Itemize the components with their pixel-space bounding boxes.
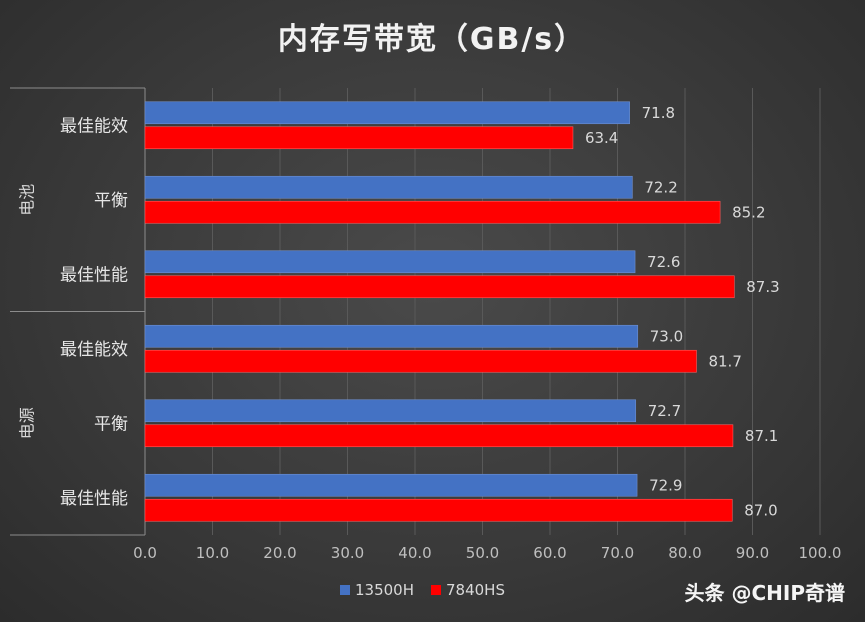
data-label-13500H: 73.0 [650,327,683,345]
bar-13500H [144,324,639,348]
bar-7840HS [144,498,733,522]
x-tick-label: 100.0 [799,544,842,562]
data-label-13500H: 71.8 [642,104,675,122]
x-tick-label: 10.0 [196,544,229,562]
category-label: 平衡 [94,191,128,211]
bar-13500H [144,175,633,199]
group-label: 电源 [18,407,37,439]
x-tick-label: 80.0 [668,544,701,562]
group-label: 电池 [18,184,37,216]
bar-13500H [144,473,638,497]
data-label-7840HS: 81.7 [708,352,741,370]
category-label: 最佳能效 [60,116,128,136]
data-label-7840HS: 85.2 [732,203,765,221]
x-tick-label: 40.0 [398,544,431,562]
bar-7840HS [144,424,734,448]
bar-7840HS [144,349,697,373]
x-tick-label: 20.0 [263,544,296,562]
x-axis-ticks: 0.0 10.0 20.0 30.0 40.0 50.0 60.0 70.0 80.0 90.0 1… [133,544,841,562]
watermark: 头条 @CHIP奇谱 [685,581,845,605]
legend: 13500H 7840HS [340,581,505,599]
data-label-13500H: 72.9 [649,476,682,494]
category-label: 平衡 [94,414,128,434]
data-label-13500H: 72.2 [644,178,677,196]
legend-swatch-7840HS [431,585,441,595]
x-tick-label: 30.0 [331,544,364,562]
chart-title: 内存写带宽（GB/s） [278,22,586,57]
x-tick-label: 70.0 [601,544,634,562]
data-label-7840HS: 87.1 [745,427,778,445]
bar-7840HS [144,126,574,150]
legend-label-7840HS: 7840HS [446,581,505,599]
x-tick-label: 0.0 [133,544,157,562]
category-label: 最佳性能 [60,489,128,509]
category-label: 最佳性能 [60,265,128,285]
data-label-7840HS: 87.0 [744,501,777,519]
bars [144,101,735,522]
bar-13500H [144,101,630,125]
bar-13500H [144,399,637,423]
bar-13500H [144,250,636,274]
x-tick-label: 60.0 [533,544,566,562]
data-label-7840HS: 63.4 [585,129,618,147]
data-label-13500H: 72.7 [648,402,681,420]
x-tick-label: 90.0 [736,544,769,562]
grid-lines [212,88,821,535]
data-labels: 71.8 63.4 72.2 85.2 72.6 87.3 73.0 81.7 72.7 87.1… [585,104,780,520]
x-tick-label: 50.0 [466,544,499,562]
category-label: 最佳能效 [60,340,128,360]
legend-swatch-13500H [340,585,350,595]
data-label-7840HS: 87.3 [746,278,779,296]
bar-7840HS [144,200,721,224]
legend-label-13500H: 13500H [355,581,414,599]
bar-7840HS [144,275,735,299]
data-label-13500H: 72.6 [647,253,680,271]
